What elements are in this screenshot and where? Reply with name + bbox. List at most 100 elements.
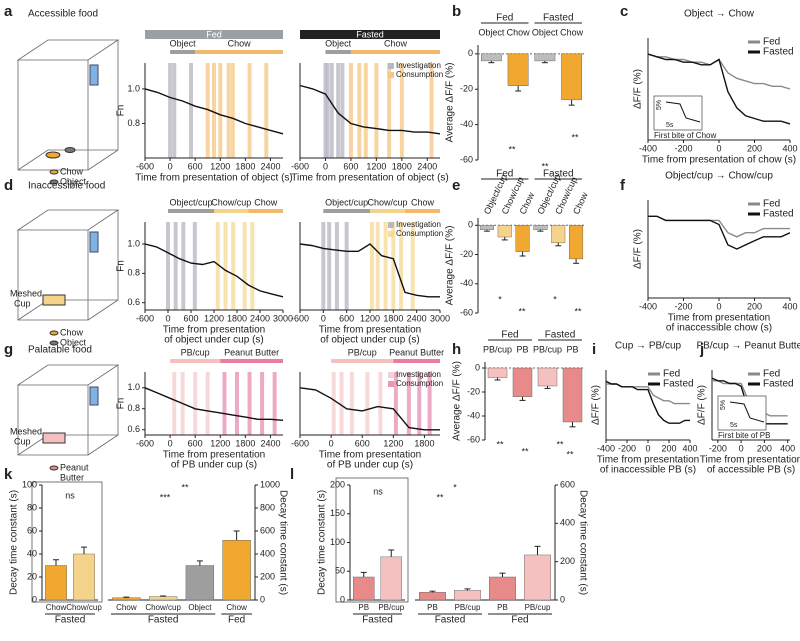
segment-bar: [168, 209, 214, 213]
trace: [144, 387, 284, 421]
event-band: [189, 63, 193, 158]
panel-label: e: [452, 177, 460, 194]
significance: ns: [373, 486, 383, 496]
y-axis-label: Decay time constant (s): [317, 490, 328, 595]
x-tick-label: 0: [739, 443, 744, 453]
event-band: [226, 63, 231, 158]
segment-bar: [214, 209, 249, 213]
x-tick-label: -600: [291, 313, 309, 323]
group-label: Fasted: [543, 169, 574, 180]
x-tick-label: 0: [168, 438, 173, 448]
y-axis-label: Decay time constant (s): [277, 490, 288, 595]
x-axis-label: Time from presentation: [319, 450, 421, 461]
segment-bar: [248, 209, 283, 213]
x-tick-label: 2400: [407, 313, 427, 323]
y-tick-label: -60: [460, 307, 473, 317]
x-tick-label: 1800: [383, 313, 403, 323]
legend-label: Investigation: [396, 220, 441, 229]
y-tick-label: 1.0: [127, 238, 140, 248]
event-band: [212, 63, 216, 158]
significance: **: [518, 306, 526, 316]
condition-bar: [300, 30, 440, 39]
x-tick-label: 400: [782, 143, 797, 153]
category-label: PB: [497, 603, 508, 612]
schematic-label: Peanut: [60, 462, 89, 472]
event-band: [427, 372, 432, 435]
x-tick-label: -600: [136, 161, 154, 171]
schematic-title: Inaccessible food: [28, 181, 105, 192]
event-band: [230, 63, 235, 158]
inset-scale: 5%: [720, 400, 727, 410]
y-tick-label: 100: [22, 479, 37, 489]
category-label: Chow/cup: [145, 603, 181, 612]
y-tick-label: 60: [27, 525, 37, 535]
x-tick-label: -600: [291, 161, 309, 171]
legend-label: Consumption: [396, 379, 443, 388]
event-band: [231, 222, 236, 310]
bar: [454, 590, 482, 601]
x-tick-label: 0: [321, 313, 326, 323]
event-band: [334, 222, 339, 310]
legend-label: Fed: [763, 369, 780, 380]
bottle: [89, 231, 99, 253]
cup-icon: [42, 432, 66, 444]
object-legend-icon: [49, 340, 59, 346]
x-tick-label: -600: [136, 438, 154, 448]
significance: ***: [160, 492, 171, 502]
bar: [112, 597, 141, 601]
box-front: [17, 385, 89, 456]
legend-swatch: [388, 72, 394, 78]
inset-scale: 5s: [730, 422, 738, 429]
significance: *: [453, 482, 457, 492]
category-label: Chow: [507, 27, 531, 37]
condition-label: Fed: [206, 29, 222, 39]
object-icon: [64, 147, 76, 153]
bar: [534, 53, 556, 62]
inset-trace: [665, 101, 701, 123]
trace: [648, 215, 791, 250]
y-tick-label: 200: [330, 479, 345, 489]
y-axis-label: Decay time constant (s): [577, 490, 588, 595]
y-tick-label: -40: [467, 410, 480, 420]
inset-scale: 5s: [666, 122, 674, 129]
bar: [497, 225, 512, 238]
panel-label: g: [4, 341, 13, 358]
schematic-label: Butter: [60, 472, 84, 482]
segment-label: Chow: [384, 38, 408, 48]
trace: [299, 243, 440, 298]
category-label: Chow: [517, 190, 536, 216]
bar: [45, 565, 67, 601]
x-tick-label: 200: [747, 301, 762, 311]
schematic-label: Cup: [14, 298, 31, 308]
category-label: Object: [478, 27, 505, 37]
segment-label: Object/cup: [169, 197, 212, 207]
significance: **: [566, 449, 574, 459]
bar: [537, 367, 558, 387]
event-band: [399, 63, 404, 158]
segment-label: Chow: [411, 197, 435, 207]
segment-label: Chow/cup: [211, 197, 251, 207]
event-band: [168, 63, 173, 158]
x-tick-label: -600: [291, 438, 309, 448]
group-label: Fed: [496, 13, 513, 24]
x-tick-label: 3000: [430, 313, 450, 323]
event-band: [205, 372, 210, 435]
x-axis-label: of object under cup (s): [320, 335, 420, 346]
condition-label: Fasted: [356, 29, 384, 39]
inset-frame: [717, 395, 767, 431]
legend-label: Fasted: [763, 47, 794, 58]
event-band: [242, 222, 247, 310]
segment-label: Object/cup: [325, 197, 368, 207]
pb-legend-icon: [49, 465, 59, 471]
x-axis-label: of PB under cup (s): [327, 460, 413, 471]
y-tick-label: 100: [330, 537, 345, 547]
chow-legend-icon: [49, 330, 59, 336]
segment-bar: [220, 359, 283, 363]
x-tick-label: 200: [747, 143, 762, 153]
x-tick-label: 1200: [210, 161, 230, 171]
event-band: [327, 222, 332, 310]
significance: **: [508, 144, 516, 154]
box-back: [17, 149, 118, 171]
legend-swatch: [388, 372, 394, 378]
segment-bar: [331, 359, 394, 363]
